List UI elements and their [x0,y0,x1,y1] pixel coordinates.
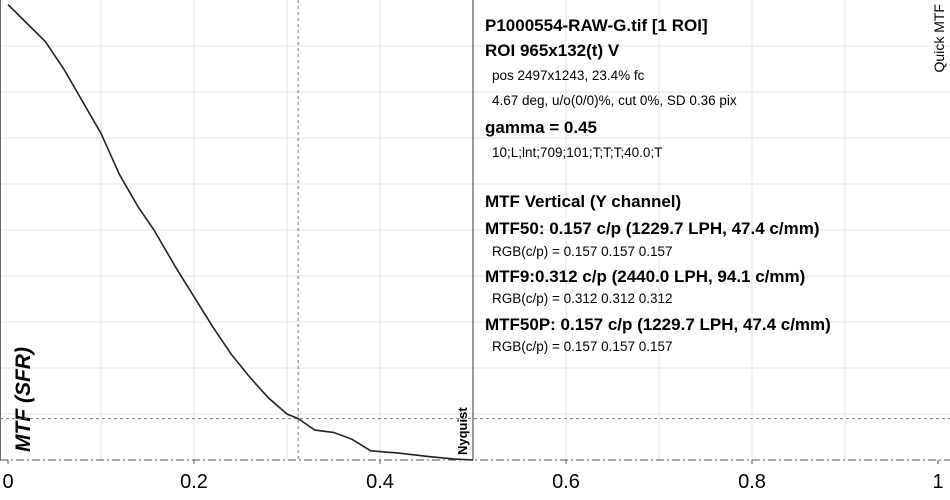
x-tick-label: 0.4 [366,471,394,493]
mtf-title: MTF Vertical (Y channel) [485,192,681,211]
mtf9: MTF9:0.312 c/p (2440.0 LPH, 94.1 c/mm) [485,267,805,286]
gamma: gamma = 0.45 [485,118,597,137]
x-tick-label: 0.6 [552,471,580,493]
mtf50p: MTF50P: 0.157 c/p (1229.7 LPH, 47.4 c/mm… [485,315,831,334]
nyquist-label: Nyquist [455,407,470,455]
mtf50-rgb: RGB(c/p) = 0.157 0.157 0.157 [492,244,673,259]
file-title: P1000554-RAW-G.tif [1 ROI] [485,16,708,35]
x-tick-label: 0.2 [180,471,208,493]
x-tick-label: 0.8 [738,471,766,493]
corner-label: Quick MTF [931,4,947,72]
mtf50: MTF50: 0.157 c/p (1229.7 LPH, 47.4 c/mm) [485,219,819,238]
x-tick-label: 1 [932,471,943,493]
mtf9-rgb: RGB(c/p) = 0.312 0.312 0.312 [492,291,673,306]
x-tick-label: 0 [2,471,13,493]
mtf50p-rgb: RGB(c/p) = 0.157 0.157 0.157 [492,339,673,354]
deg: 4.67 deg, u/o(0/0)%, cut 0%, SD 0.36 pix [492,93,737,108]
mtf-curve [7,4,474,461]
pos: pos 2497x1243, 23.4% fc [492,68,645,83]
y-axis-label: MTF (SFR) [12,347,35,452]
params: 10;L;lnt;709;101;T;T;T;40.0;T [492,145,662,160]
roi: ROI 965x132(t) V [485,41,620,60]
